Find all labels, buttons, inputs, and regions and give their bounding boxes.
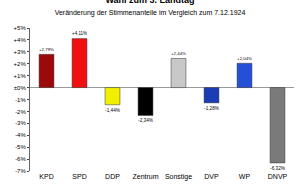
svg-text:-1%: -1% [15, 97, 26, 103]
svg-text:-6%: -6% [15, 156, 26, 162]
svg-text:+5%: +5% [14, 25, 27, 31]
svg-text:WP: WP [239, 173, 251, 180]
svg-text:-7%: -7% [15, 168, 26, 174]
svg-text:DDP: DDP [105, 173, 120, 180]
svg-text:-1,28%: -1,28% [204, 106, 219, 111]
svg-text:+4,11%: +4,11% [72, 31, 87, 36]
svg-text:-5%: -5% [15, 144, 26, 150]
svg-text:±0%: ±0% [14, 85, 27, 91]
svg-text:+2,79%: +2,79% [39, 47, 54, 52]
svg-text:-6,32%: -6,32% [270, 166, 285, 171]
svg-text:+2%: +2% [14, 61, 27, 67]
svg-text:SPD: SPD [72, 173, 86, 180]
svg-text:Wahl zum 3. LandtagVeränderung: Wahl zum 3. LandtagVeränderung der Stimm… [55, 0, 246, 17]
svg-text:+2,04%: +2,04% [237, 56, 252, 61]
svg-text:-4%: -4% [15, 132, 26, 138]
svg-text:-3%: -3% [15, 120, 26, 126]
svg-text:+3%: +3% [14, 49, 27, 55]
svg-text:-2,34%: -2,34% [138, 118, 153, 123]
svg-text:DNVP: DNVP [268, 173, 288, 180]
svg-text:-1,44%: -1,44% [105, 108, 120, 113]
svg-text:-2%: -2% [15, 109, 26, 115]
svg-text:Sonstige: Sonstige [165, 173, 192, 181]
svg-text:+2,44%: +2,44% [171, 51, 186, 56]
svg-text:DVP: DVP [204, 173, 219, 180]
svg-text:KPD: KPD [39, 173, 53, 180]
svg-text:+1%: +1% [14, 73, 27, 79]
svg-text:+4%: +4% [14, 37, 27, 43]
svg-text:Zentrum: Zentrum [132, 173, 158, 180]
